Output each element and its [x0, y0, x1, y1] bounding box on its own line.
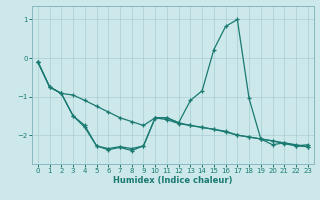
X-axis label: Humidex (Indice chaleur): Humidex (Indice chaleur) — [113, 176, 233, 185]
